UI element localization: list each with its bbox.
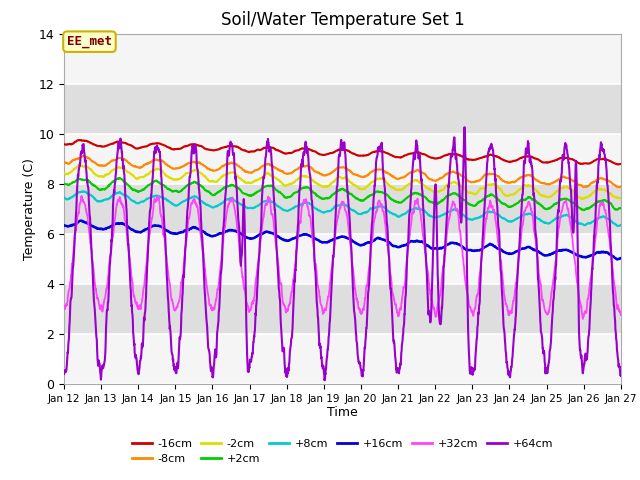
Text: EE_met: EE_met [67, 35, 112, 48]
Bar [64, 84, 621, 134]
Legend: -16cm, -8cm, -2cm, +2cm, +8cm, +16cm, +32cm, +64cm: -16cm, -8cm, -2cm, +2cm, +8cm, +16cm, +3… [132, 439, 553, 464]
Bar [64, 234, 621, 284]
Bar [64, 184, 621, 234]
Bar [64, 134, 621, 184]
Title: Soil/Water Temperature Set 1: Soil/Water Temperature Set 1 [221, 11, 464, 29]
Bar [64, 34, 621, 84]
Y-axis label: Temperature (C): Temperature (C) [22, 158, 36, 260]
Bar [64, 334, 621, 384]
X-axis label: Time: Time [327, 407, 358, 420]
Bar [64, 284, 621, 334]
